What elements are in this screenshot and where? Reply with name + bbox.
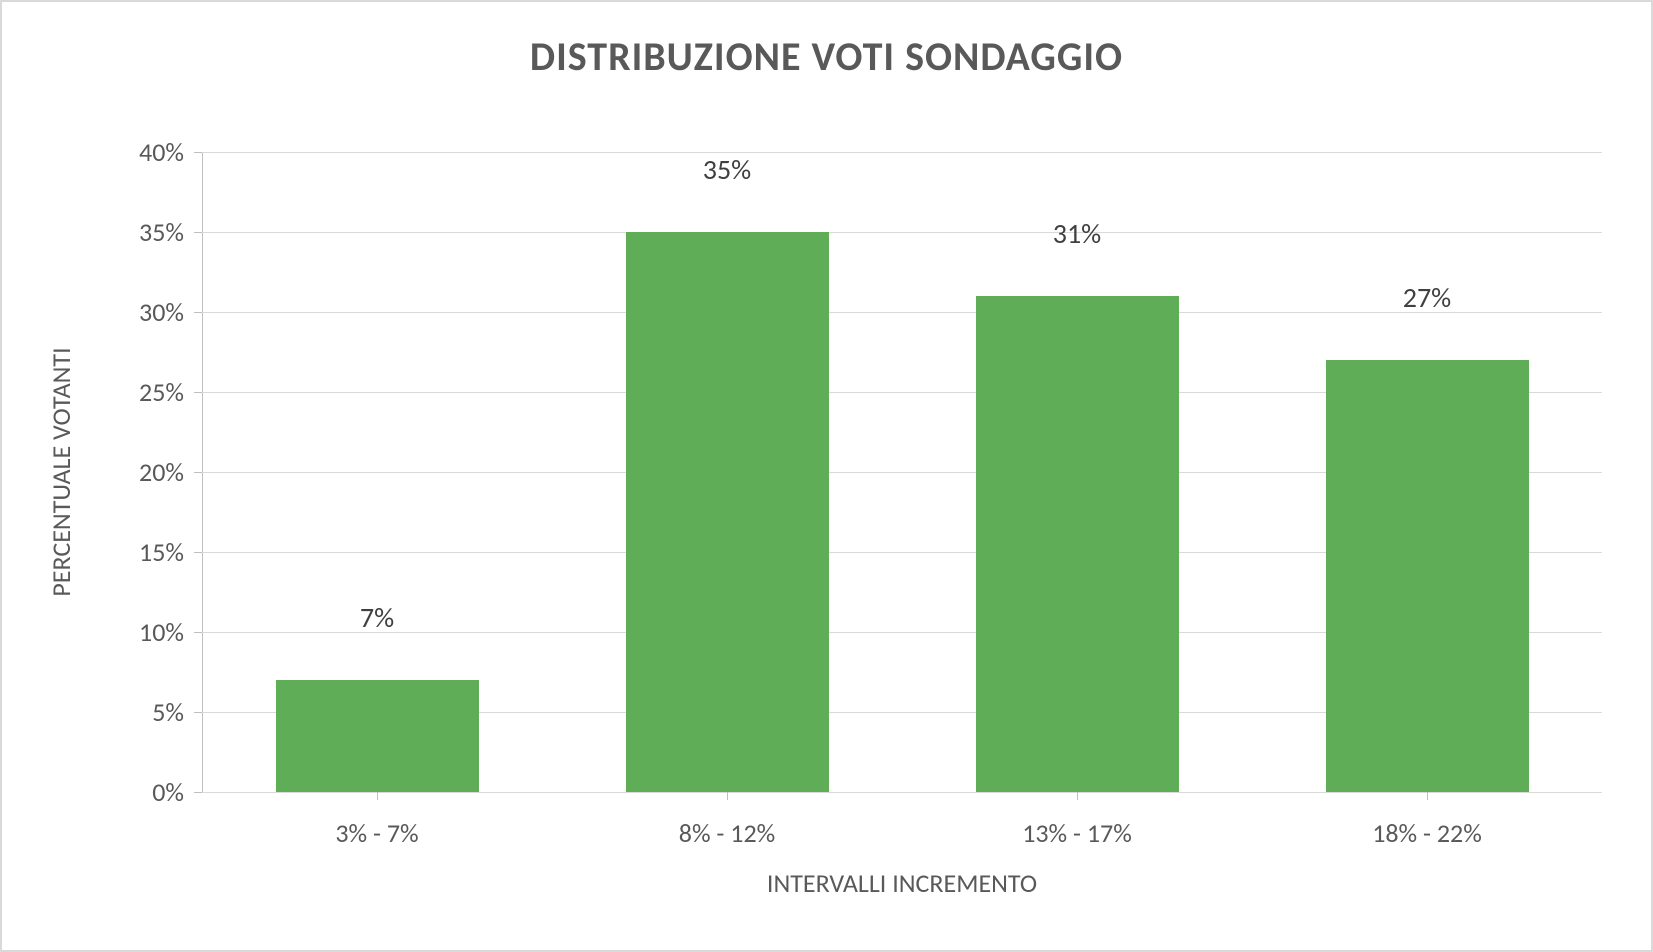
y-tick-label: 15% [104,536,184,568]
y-tick-mark [194,712,202,713]
x-tick-mark [1427,792,1428,800]
y-tick-mark [194,152,202,153]
bar-data-label: 35% [703,152,751,187]
x-tick-label: 3% - 7% [335,817,418,849]
y-tick-label: 25% [104,376,184,408]
x-tick-mark [727,792,728,800]
y-tick-label: 40% [104,136,184,168]
y-tick-mark [194,552,202,553]
bar [1326,360,1529,792]
gridline [202,152,1602,153]
bar-data-label: 31% [1053,216,1101,251]
x-tick-mark [377,792,378,800]
chart-container: DISTRIBUZIONE VOTI SONDAGGIO 7% 35% 31% 27%… [0,0,1653,952]
y-tick-mark [194,472,202,473]
plot-area: 7% 35% 31% 27% [202,152,1602,792]
gridline [202,312,1602,313]
y-tick-mark [194,392,202,393]
y-tick-label: 35% [104,216,184,248]
x-axis-title: INTERVALLI INCREMENTO [202,867,1602,899]
y-tick-mark [194,792,202,793]
y-tick-mark [194,312,202,313]
x-tick-label: 18% - 22% [1372,817,1482,849]
y-tick-mark [194,632,202,633]
y-tick-label: 0% [104,776,184,808]
y-tick-mark [194,232,202,233]
y-tick-label: 5% [104,696,184,728]
bar [626,232,829,792]
x-tick-label: 8% - 12% [679,817,775,849]
chart-title: DISTRIBUZIONE VOTI SONDAGGIO [2,32,1651,81]
bar [276,680,479,792]
gridline [202,232,1602,233]
gridline [202,792,1602,793]
bar [976,296,1179,792]
y-tick-label: 30% [104,296,184,328]
bar-data-label: 27% [1403,280,1451,315]
bar-data-label: 7% [360,600,394,635]
y-tick-label: 10% [104,616,184,648]
y-axis-title: PERCENTUALE VOTANTI [45,347,77,596]
x-tick-mark [1077,792,1078,800]
y-tick-label: 20% [104,456,184,488]
x-tick-label: 13% - 17% [1022,817,1132,849]
